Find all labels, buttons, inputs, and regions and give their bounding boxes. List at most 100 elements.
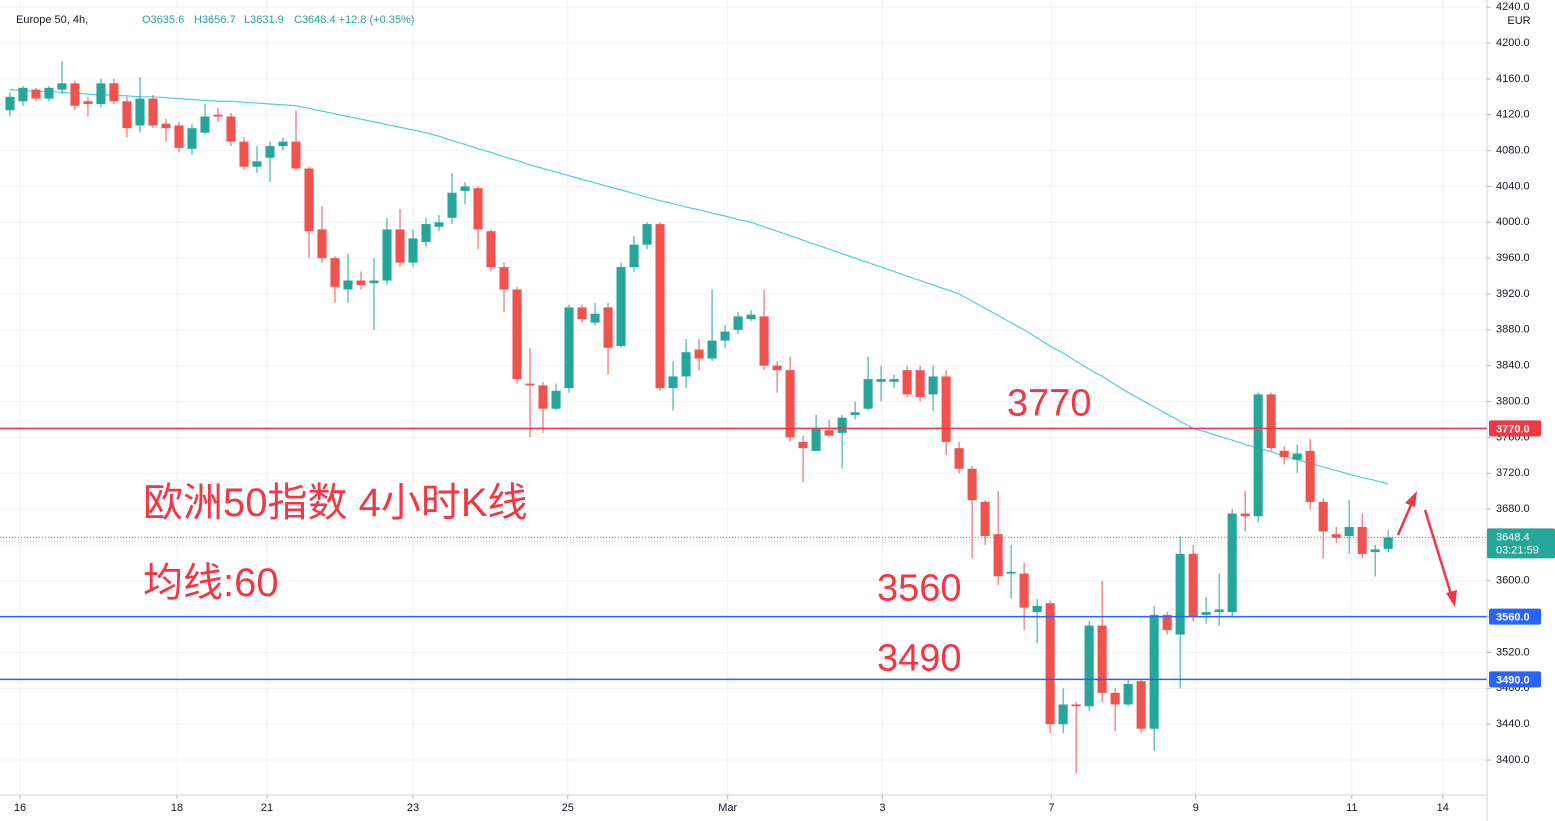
candle-body — [1110, 692, 1120, 705]
candle-body — [1357, 527, 1367, 554]
candle-body — [369, 280, 379, 284]
candle-body — [57, 83, 67, 90]
candle-body — [187, 128, 197, 149]
candle-body — [564, 307, 574, 389]
candle-body — [1019, 573, 1029, 608]
candle-body — [1123, 683, 1133, 705]
annotation-ma: 均线:60 — [143, 561, 279, 605]
candle-body — [1331, 534, 1341, 538]
candle-body — [291, 141, 301, 169]
y-tick-label: 3520.0 — [1496, 646, 1530, 658]
x-tick-label: 21 — [261, 802, 273, 814]
candle-body — [993, 534, 1003, 577]
candle-body — [915, 370, 925, 398]
candle-body — [746, 314, 756, 320]
candle-body — [655, 224, 665, 389]
candle-body — [460, 186, 470, 191]
hline-price-label: 3560.0 — [1496, 612, 1530, 624]
candle-body — [889, 379, 899, 382]
candle-body — [408, 238, 418, 263]
ohlc-low: L3631.9 — [244, 14, 284, 26]
arrow-up — [1396, 504, 1413, 536]
candle-body — [473, 188, 483, 230]
candle-body — [980, 501, 990, 536]
plot: 3770 3560 3490 — [0, 60, 1487, 774]
hline-price-box — [1489, 420, 1541, 437]
candle-body — [304, 168, 314, 232]
candle-body — [31, 89, 41, 99]
hline-price-box — [1489, 608, 1541, 625]
candle-body — [1279, 450, 1289, 458]
candle-body — [1006, 571, 1016, 574]
candle-body — [1227, 513, 1237, 613]
candle-body — [1149, 614, 1159, 729]
x-tick-label: 9 — [1193, 802, 1199, 814]
y-tick-label: 3400.0 — [1496, 754, 1530, 766]
candle-body — [447, 192, 457, 218]
candle-body — [577, 307, 587, 320]
candle-body — [811, 428, 821, 451]
y-tick-label: 4200.0 — [1496, 37, 1530, 49]
candle-body — [1318, 501, 1328, 532]
hline-annotation: 3490 — [877, 637, 962, 679]
candle-body — [694, 349, 704, 359]
candle-body — [1253, 394, 1263, 517]
candle-body — [1032, 605, 1042, 613]
hline-price-box — [1489, 671, 1541, 688]
candle-body — [382, 229, 392, 281]
candle-body — [213, 114, 223, 117]
candle-body — [616, 267, 626, 346]
candle-body — [876, 379, 886, 382]
y-tick-label: 3440.0 — [1496, 718, 1530, 730]
candle-body — [83, 101, 93, 104]
candle-body — [928, 376, 938, 395]
candle-body — [252, 161, 262, 167]
forecast-arrows — [1396, 491, 1457, 607]
x-tick-label: 14 — [1437, 802, 1449, 814]
arrow-head — [1405, 491, 1417, 507]
candle-body — [681, 352, 691, 377]
candle-body — [629, 244, 639, 268]
arrow-head — [1446, 590, 1457, 607]
candle-body — [1370, 549, 1380, 553]
candle-body — [512, 289, 522, 380]
last-price-label: 3648.4 — [1496, 531, 1530, 543]
x-tick-label: Mar — [718, 802, 737, 814]
candle-body — [1071, 704, 1081, 707]
y-tick-label: 4000.0 — [1496, 216, 1530, 228]
candle-body — [200, 116, 210, 133]
candle-body — [109, 83, 119, 102]
y-tick-label: 3680.0 — [1496, 503, 1530, 515]
candle-body — [967, 468, 977, 501]
arrow-down — [1423, 509, 1453, 595]
candle-body — [135, 98, 145, 126]
candle-body — [1344, 527, 1354, 536]
candle-body — [161, 123, 171, 129]
x-tick-label: 25 — [562, 802, 574, 814]
candle-body — [226, 116, 236, 142]
y-tick-label: 3800.0 — [1496, 395, 1530, 407]
candle-body — [1305, 450, 1315, 502]
x-tick-label: 23 — [407, 802, 419, 814]
candle-body — [720, 331, 730, 341]
candle-body — [239, 141, 249, 167]
candle-body — [278, 141, 288, 147]
candle-body — [1266, 394, 1276, 449]
ohlc-high: H3656.7 — [194, 14, 236, 26]
candle-body — [1136, 681, 1146, 729]
candle-body — [148, 98, 158, 126]
y-tick-label: 3600.0 — [1496, 575, 1530, 587]
candle-body — [499, 267, 509, 290]
annotation-title: 欧洲50指数 4小时K线 — [143, 481, 528, 525]
candle-body — [954, 448, 964, 469]
candle-body — [1188, 553, 1198, 617]
y-tick-label: 4080.0 — [1496, 144, 1530, 156]
candle-body — [330, 258, 340, 287]
candle-body — [395, 229, 405, 263]
candle-body — [551, 390, 561, 409]
candle-body — [1162, 614, 1172, 631]
candle-body — [824, 430, 834, 436]
candle-body — [1175, 553, 1185, 635]
